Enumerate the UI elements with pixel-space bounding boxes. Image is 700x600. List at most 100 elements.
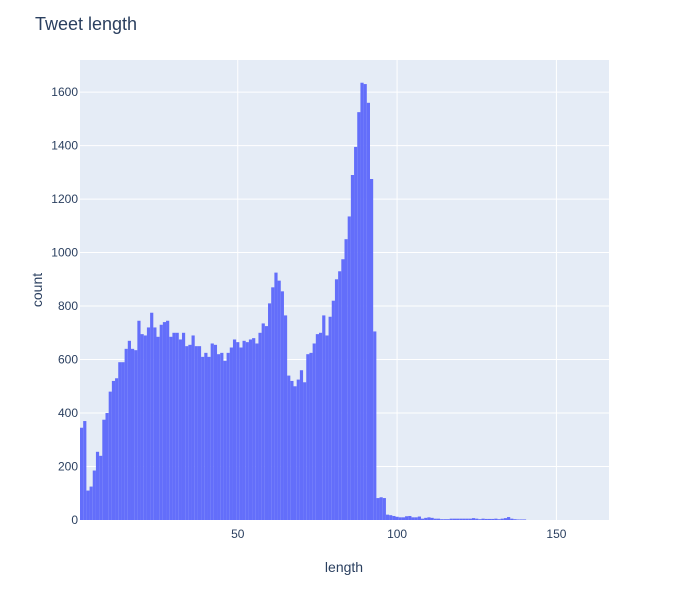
histogram-bar[interactable]	[239, 347, 243, 521]
histogram-bar[interactable]	[156, 336, 160, 520]
histogram-bar[interactable]	[280, 291, 284, 520]
histogram-bar[interactable]	[462, 518, 466, 520]
histogram-bar[interactable]	[264, 326, 269, 520]
histogram-bar[interactable]	[385, 514, 390, 520]
histogram-bar[interactable]	[510, 518, 514, 520]
histogram-bar[interactable]	[303, 382, 307, 520]
histogram-bar[interactable]	[328, 316, 332, 520]
histogram-bar[interactable]	[95, 451, 100, 520]
histogram-bar[interactable]	[516, 519, 520, 520]
histogram-bar[interactable]	[369, 179, 374, 520]
histogram-bar[interactable]	[121, 362, 125, 520]
histogram-bar[interactable]	[354, 146, 358, 520]
histogram-bar[interactable]	[169, 336, 173, 520]
histogram-bar[interactable]	[287, 375, 291, 520]
histogram-bar[interactable]	[449, 518, 453, 520]
histogram-bar[interactable]	[446, 519, 450, 520]
histogram-bar[interactable]	[513, 519, 517, 520]
histogram-bar[interactable]	[481, 518, 485, 520]
histogram-bar[interactable]	[153, 327, 157, 520]
histogram-bar[interactable]	[162, 322, 167, 520]
histogram-bar[interactable]	[376, 498, 380, 520]
histogram-bar[interactable]	[507, 517, 511, 520]
histogram-bar[interactable]	[175, 332, 179, 520]
histogram-bar[interactable]	[105, 413, 109, 520]
histogram-bar[interactable]	[172, 332, 176, 520]
histogram-bar[interactable]	[185, 346, 189, 520]
histogram-bar[interactable]	[484, 518, 488, 520]
histogram-bar[interactable]	[405, 516, 409, 520]
histogram-bar[interactable]	[408, 515, 412, 520]
histogram-bar[interactable]	[271, 287, 275, 520]
histogram-bar[interactable]	[363, 84, 367, 521]
histogram-bar[interactable]	[213, 344, 218, 520]
histogram-bar[interactable]	[261, 323, 265, 520]
histogram-bar[interactable]	[494, 518, 498, 520]
histogram-bar[interactable]	[181, 332, 186, 520]
histogram-bar[interactable]	[229, 347, 233, 521]
histogram-bar[interactable]	[433, 518, 437, 520]
histogram-bar[interactable]	[255, 343, 259, 520]
histogram-bar[interactable]	[296, 379, 300, 520]
histogram-bar[interactable]	[347, 216, 351, 520]
histogram-bar[interactable]	[140, 334, 144, 520]
histogram-bar[interactable]	[519, 519, 523, 520]
histogram-bar[interactable]	[487, 518, 492, 520]
histogram-bar[interactable]	[417, 516, 421, 520]
histogram-bar[interactable]	[197, 346, 202, 520]
histogram-bar[interactable]	[245, 342, 249, 520]
histogram-bar[interactable]	[159, 324, 163, 520]
histogram-bar[interactable]	[366, 102, 370, 520]
histogram-bar[interactable]	[150, 312, 154, 520]
histogram-bar[interactable]	[350, 175, 355, 520]
histogram-bar[interactable]	[143, 335, 147, 520]
histogram-bar[interactable]	[309, 352, 313, 520]
histogram-bar[interactable]	[475, 518, 479, 520]
histogram-bar[interactable]	[293, 386, 297, 520]
histogram-bar[interactable]	[331, 300, 335, 520]
histogram-bar[interactable]	[306, 354, 310, 520]
histogram-bar[interactable]	[338, 271, 342, 520]
histogram-bar[interactable]	[146, 327, 151, 520]
histogram-bar[interactable]	[194, 346, 198, 520]
histogram-bar[interactable]	[401, 517, 406, 520]
histogram-bar[interactable]	[188, 344, 192, 520]
histogram-bar[interactable]	[204, 352, 208, 520]
histogram-bar[interactable]	[210, 343, 214, 520]
histogram-bar[interactable]	[191, 335, 195, 520]
histogram-bar[interactable]	[389, 515, 393, 520]
histogram-bar[interactable]	[134, 350, 138, 520]
histogram-bar[interactable]	[411, 517, 415, 520]
histogram-bar[interactable]	[414, 517, 418, 520]
histogram-bar[interactable]	[497, 519, 501, 520]
histogram-bar[interactable]	[491, 518, 495, 520]
histogram-bar[interactable]	[334, 279, 339, 520]
histogram-bar[interactable]	[478, 519, 482, 520]
histogram-bar[interactable]	[468, 518, 472, 520]
histogram-bar[interactable]	[440, 519, 444, 520]
histogram-bar[interactable]	[459, 518, 463, 520]
histogram-bar[interactable]	[268, 303, 272, 520]
histogram-bar[interactable]	[111, 380, 116, 520]
histogram-bar[interactable]	[232, 339, 237, 520]
histogram-bar[interactable]	[290, 380, 294, 520]
histogram-bar[interactable]	[283, 315, 288, 520]
histogram-bar[interactable]	[360, 82, 364, 521]
histogram-bar[interactable]	[443, 519, 447, 520]
histogram-bar[interactable]	[130, 348, 135, 520]
histogram-bar[interactable]	[357, 112, 361, 521]
histogram-bar[interactable]	[207, 356, 211, 520]
histogram-bar[interactable]	[137, 320, 141, 520]
histogram-bar[interactable]	[379, 497, 383, 520]
histogram-bar[interactable]	[427, 517, 431, 520]
histogram-bar[interactable]	[522, 519, 527, 520]
histogram-bar[interactable]	[102, 419, 106, 520]
histogram-bar[interactable]	[341, 259, 345, 520]
histogram-bar[interactable]	[452, 518, 457, 520]
histogram-bar[interactable]	[83, 421, 87, 520]
histogram-bar[interactable]	[86, 490, 90, 520]
histogram-bar[interactable]	[424, 517, 428, 520]
histogram-bar[interactable]	[315, 334, 320, 520]
histogram-bar[interactable]	[80, 427, 84, 520]
histogram-bar[interactable]	[503, 518, 508, 520]
